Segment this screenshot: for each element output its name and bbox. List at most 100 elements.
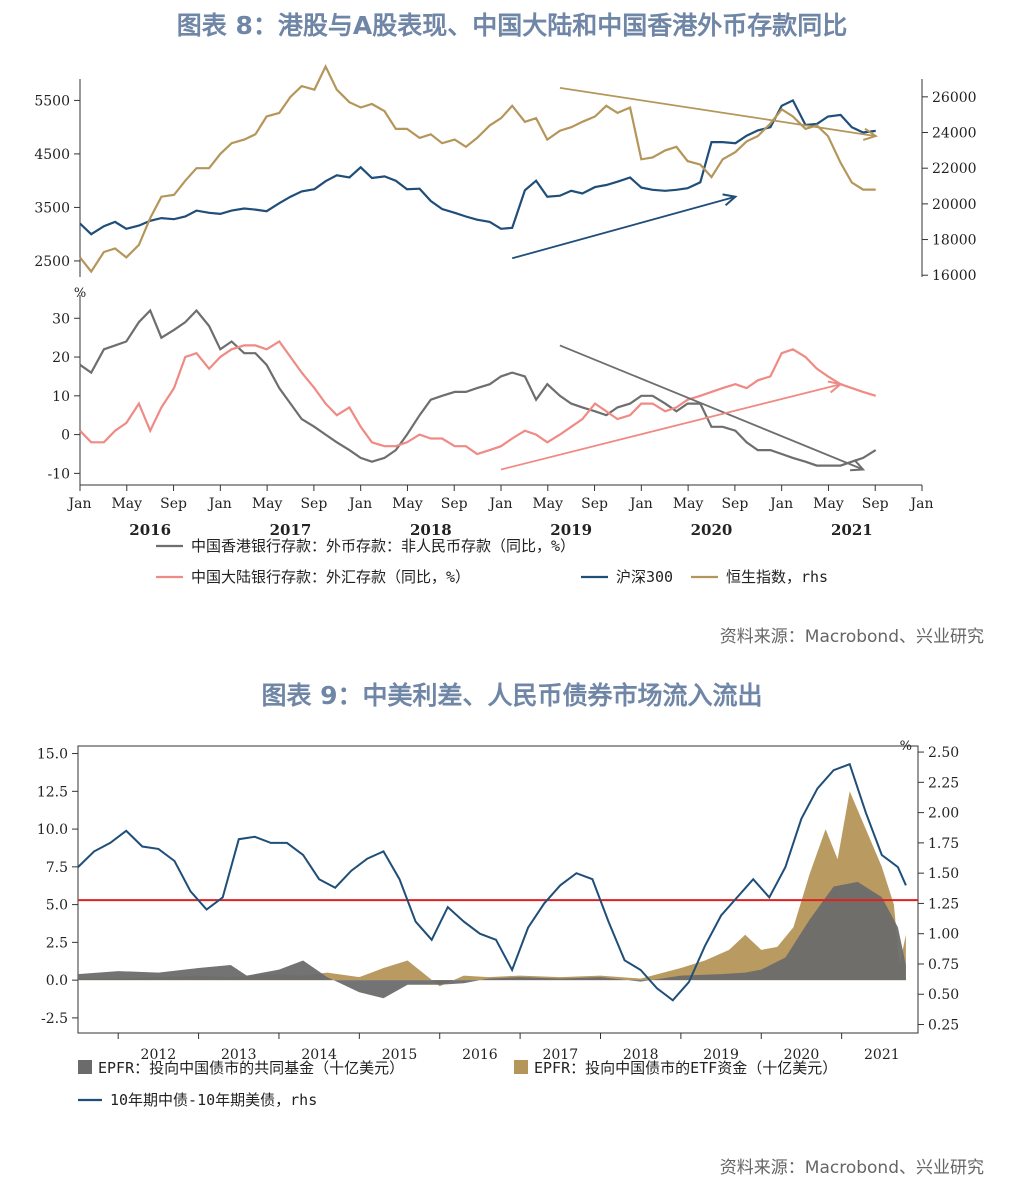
x-year-label: 2019	[703, 1047, 739, 1063]
left-y-tick-label: 5.0	[46, 898, 68, 914]
x-tick-label: May	[813, 496, 844, 512]
right-y-tick-label: 0.75	[928, 957, 959, 973]
right-y-tick-label: 0.25	[928, 1018, 959, 1034]
legend-label: 中国香港银行存款：外币存款：非人民币存款（同比，%）	[191, 537, 575, 555]
right-y-tick-label: 0.50	[928, 987, 959, 1003]
legend-label: 沪深300	[616, 568, 673, 586]
fund-area	[78, 881, 906, 999]
left-y-tick-label: 10.0	[37, 822, 68, 838]
right-y-tick-label: 1.75	[928, 836, 959, 852]
x-year-label: 2016	[129, 521, 171, 539]
legend-swatch-fund	[78, 1060, 92, 1074]
figure9-source: 资料来源：Macrobond、兴业研究	[719, 1158, 984, 1178]
trend-arrow-hk	[559, 344, 864, 471]
x-tick-label: Sep	[721, 496, 748, 512]
trend-arrow-cn	[500, 383, 841, 471]
x-year-label: 2016	[462, 1047, 498, 1063]
x-tick-label: May	[392, 496, 423, 512]
legend-label: 中国大陆银行存款：外汇存款（同比，%）	[191, 568, 470, 586]
figure8-chart: 5500 4500 3500 2500 26000 24000 22000 20000 1800…	[34, 63, 977, 586]
bottom-y-tick-label: -10	[47, 466, 70, 482]
x-tick-label: Jan	[347, 496, 372, 512]
hsi-line	[79, 63, 876, 274]
right-y-tick-label: 1.00	[928, 927, 959, 943]
top-right-tick-label: 18000	[932, 233, 977, 249]
top-right-tick-label: 26000	[932, 90, 977, 106]
legend-label-etf: EPFR：投向中国债市的ETF资金（十亿美元）	[534, 1059, 837, 1077]
x-year-label: 2020	[784, 1047, 820, 1063]
right-unit-label: %	[900, 739, 912, 754]
x-year-label: 2014	[301, 1047, 337, 1063]
cn-fx-deposit-line	[79, 340, 877, 456]
left-y-tick-label: 15.0	[37, 747, 68, 763]
right-y-tick-label: 2.50	[928, 745, 959, 761]
figure9-title: 图表 9：中美利差、人民币债券市场流入流出	[261, 681, 763, 710]
right-y-tick-label: 2.25	[928, 775, 959, 791]
x-tick-label: Jan	[488, 496, 513, 512]
x-tick-label: Sep	[581, 496, 608, 512]
bottom-y-tick-label: 0	[61, 428, 70, 444]
x-tick-label: Jan	[768, 496, 793, 512]
x-tick-label: May	[252, 496, 283, 512]
x-year-label: 2021	[864, 1047, 900, 1063]
top-right-tick-label: 16000	[932, 268, 977, 284]
x-year-label: 2015	[382, 1047, 418, 1063]
left-y-tick-label: 2.5	[46, 935, 68, 951]
top-right-tick-label: 24000	[932, 126, 977, 142]
legend-label-spread: 10年期中债-10年期美债，rhs	[110, 1091, 317, 1109]
right-y-tick-label: 2.00	[928, 806, 959, 822]
top-left-tick-label: 3500	[34, 200, 70, 216]
x-tick-label: Jan	[207, 496, 232, 512]
etf-area	[78, 791, 906, 987]
top-left-tick-label: 5500	[34, 93, 70, 109]
x-year-label: 2018	[623, 1047, 659, 1063]
left-y-tick-label: -2.5	[41, 1011, 68, 1027]
legend-label: 恒生指数，rhs	[726, 568, 828, 586]
x-year-label: 2021	[831, 521, 873, 539]
trend-arrow-csi300-head	[722, 193, 738, 207]
x-tick-label: Sep	[300, 496, 327, 512]
x-year-label: 2017	[270, 521, 312, 539]
x-tick-label: May	[532, 496, 563, 512]
hk-fx-deposit-line	[79, 308, 877, 467]
figure8-source: 资料来源：Macrobond、兴业研究	[719, 627, 984, 647]
x-tick-label: Sep	[441, 496, 468, 512]
right-y-tick-label: 1.25	[928, 896, 959, 912]
x-year-label: 2012	[141, 1047, 177, 1063]
x-year-label: 2019	[550, 521, 592, 539]
spread-line	[77, 762, 907, 1002]
x-year-label: 2013	[221, 1047, 257, 1063]
right-y-tick-label: 1.50	[928, 866, 959, 882]
figure9-chart: 15.0 12.5 10.0 7.5 5.0 2.5 0.0 -2.5 2.50 2.25 2.00…	[37, 739, 959, 1109]
bottom-y-tick-label: 20	[52, 350, 70, 366]
top-right-tick-label: 22000	[932, 161, 977, 177]
x-tick-label: Jan	[67, 496, 92, 512]
plot-frame	[77, 745, 919, 1034]
x-tick-label: May	[673, 496, 704, 512]
left-y-tick-label: 7.5	[46, 860, 68, 876]
trend-arrow-csi300	[511, 195, 736, 260]
x-tick-label: Sep	[160, 496, 187, 512]
left-y-tick-label: 12.5	[37, 784, 68, 800]
x-year-label: 2020	[691, 521, 733, 539]
x-year-label: 2017	[542, 1047, 578, 1063]
top-right-tick-label: 20000	[932, 197, 977, 213]
x-year-label: 2018	[410, 521, 452, 539]
bottom-unit-label: %	[74, 286, 86, 301]
csi300-line	[79, 98, 876, 236]
legend-swatch-etf	[514, 1060, 528, 1074]
x-tick-label: Jan	[909, 496, 934, 512]
x-tick-label: May	[111, 496, 142, 512]
x-tick-label: Sep	[862, 496, 889, 512]
trend-arrow-hk-head	[850, 459, 866, 472]
bottom-y-tick-label: 10	[52, 389, 70, 405]
trend-arrow-hsi	[559, 87, 876, 137]
left-y-tick-label: 0.0	[46, 973, 68, 989]
figure8-title: 图表 8：港股与A股表现、中国大陆和中国香港外币存款同比	[176, 11, 848, 40]
top-left-tick-label: 2500	[34, 254, 70, 270]
legend-label-fund: EPFR：投向中国债市的共同基金（十亿美元）	[98, 1059, 404, 1077]
trend-arrow-cn-head	[827, 380, 843, 394]
top-left-tick-label: 4500	[34, 147, 70, 163]
bottom-y-tick-label: 30	[52, 311, 70, 327]
trend-arrow-hsi-head	[862, 127, 878, 141]
